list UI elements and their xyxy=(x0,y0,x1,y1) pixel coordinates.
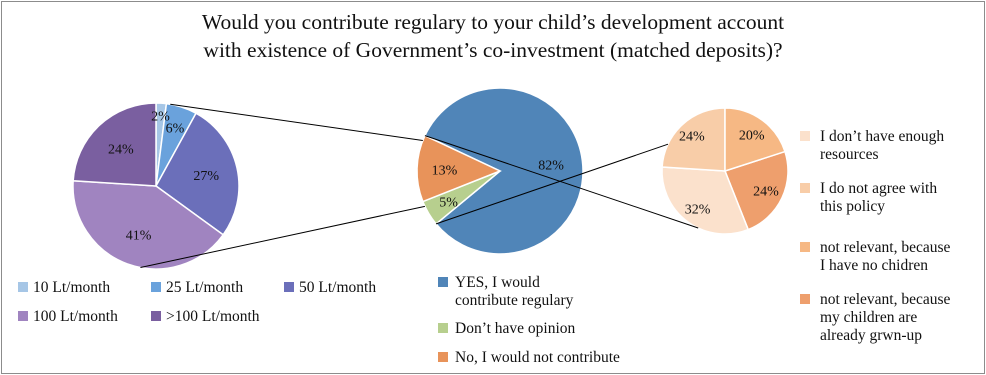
reason-legend-swatch-3 xyxy=(800,242,810,252)
connector-left-bottom xyxy=(140,205,426,269)
amount-legend-swatch-2 xyxy=(284,282,294,292)
reason-data-label-3: 20% xyxy=(739,128,765,143)
main-legend-label-1-0: Don’t have opinion xyxy=(455,320,576,337)
amount-legend-swatch-0 xyxy=(18,282,28,292)
amount-legend-swatch-4 xyxy=(151,311,161,321)
main-slice-2 xyxy=(416,134,502,203)
main-data-label-1: 5% xyxy=(439,195,458,210)
amount-legend-label-0: 10 Lt/month xyxy=(33,279,110,296)
amount-data-label-3: 41% xyxy=(126,228,152,243)
main-slice-0 xyxy=(423,87,584,255)
main-data-label-0: 82% xyxy=(538,159,564,174)
amount-slice-3 xyxy=(72,179,225,270)
amount-legend-label-1: 25 Lt/month xyxy=(166,279,243,296)
reason-legend-label-3-1: I have no chidren xyxy=(820,257,928,274)
reason-slice-2 xyxy=(661,107,726,172)
connector-left-top xyxy=(170,103,423,141)
title-line-2: with existence of Government’s co-invest… xyxy=(203,38,783,62)
reason-legend-swatch-2 xyxy=(800,183,810,193)
reason-legend-label-3-0: not relevant, because xyxy=(820,239,951,256)
reason-legend-label-2-0: I do not agree with xyxy=(820,180,937,197)
reason-data-label-1: 32% xyxy=(685,203,711,218)
main-legend-label-0-1: contribute regulary xyxy=(455,292,574,309)
reason-legend-label-0-2: already grwn-up xyxy=(820,327,922,344)
reason-legend-label-1-0: I don’t have enough xyxy=(820,128,944,145)
main-legend-swatch-2 xyxy=(438,352,448,362)
reason-legend-swatch-1 xyxy=(800,131,810,141)
amount-legend-swatch-3 xyxy=(18,311,28,321)
reason-legend-swatch-0 xyxy=(800,294,810,304)
reason-legend-label-2-1: this policy xyxy=(820,198,885,215)
connector-right-bottom xyxy=(424,135,699,229)
amount-data-label-2: 27% xyxy=(193,169,219,184)
reason-data-label-2: 24% xyxy=(679,130,705,145)
reason-legend-label-1-1: resources xyxy=(820,146,879,163)
amount-legend-label-3: 100 Lt/month xyxy=(33,308,118,325)
main-legend-label-2-0: No, I would not contribute xyxy=(455,349,620,366)
amount-legend-swatch-1 xyxy=(151,282,161,292)
title-line-1: Would you contribute regulary to your ch… xyxy=(201,10,785,34)
reason-legend-label-0-0: not relevant, because xyxy=(820,291,951,308)
amount-data-label-4: 24% xyxy=(108,143,134,158)
main-data-label-2: 13% xyxy=(432,163,458,178)
main-legend-label-0-0: YES, I would xyxy=(455,274,540,291)
reason-data-label-0: 24% xyxy=(753,184,779,199)
main-legend-swatch-1 xyxy=(438,323,448,333)
chart-title: Would you contribute regulary to your ch… xyxy=(0,8,986,64)
reason-legend-label-0-1: my children are xyxy=(820,309,917,326)
reason-slice-1 xyxy=(661,166,750,235)
amount-slice-2 xyxy=(155,112,240,236)
amount-slice-4 xyxy=(72,102,157,187)
amount-legend-label-4: >100 Lt/month xyxy=(166,308,260,325)
amount-data-label-1: 6% xyxy=(166,122,185,137)
reason-slice-3 xyxy=(724,107,786,173)
main-legend-swatch-0 xyxy=(438,277,448,287)
amount-legend-label-2: 50 Lt/month xyxy=(299,279,376,296)
connector-right-top xyxy=(435,143,669,225)
amount-data-label-0: 2% xyxy=(151,110,170,125)
